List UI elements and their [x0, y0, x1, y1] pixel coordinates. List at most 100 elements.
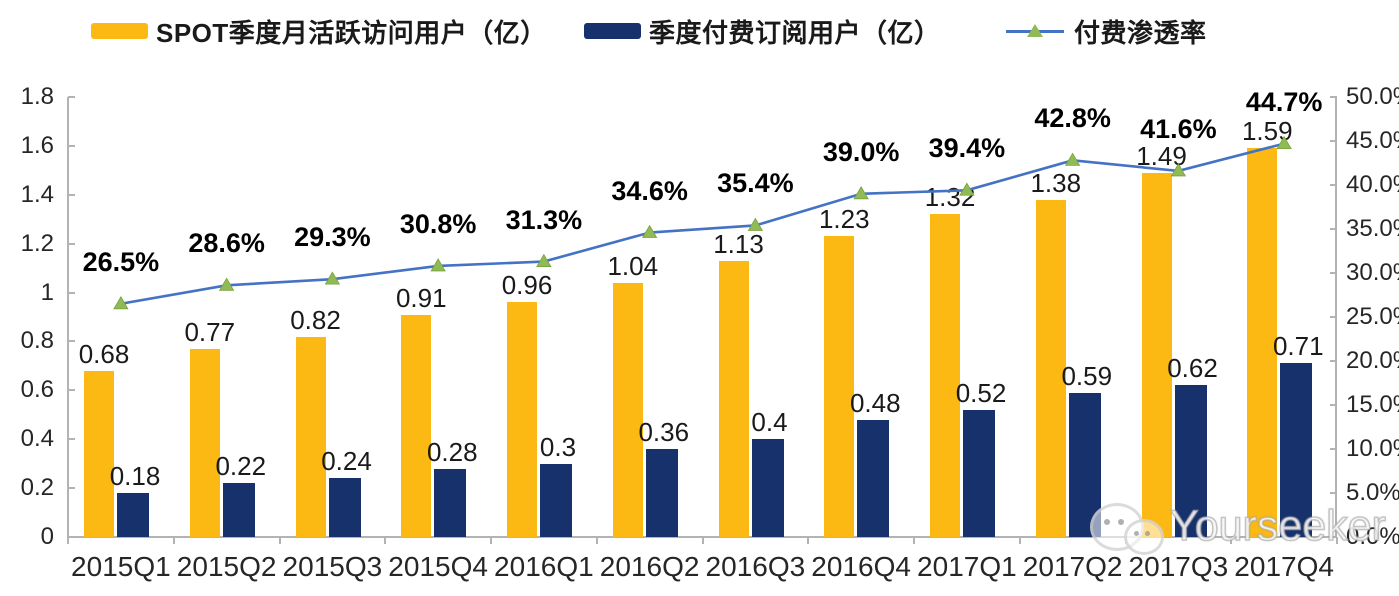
- triangle-marker-icon: [324, 271, 341, 285]
- left-axis-tick-label: 1.4: [20, 180, 54, 208]
- tick-mark: [1330, 448, 1337, 450]
- subscriber-value-label: 0.24: [321, 446, 372, 477]
- penetration-value-label: 35.4%: [717, 168, 794, 199]
- mau-legend-label: SPOT季度月活跃访问用户（亿）: [156, 17, 547, 48]
- tick-mark: [68, 96, 75, 98]
- penetration-value-label: 29.3%: [294, 222, 371, 253]
- subscriber-bar: [857, 419, 890, 537]
- subscriber-bar: [222, 483, 255, 537]
- subscriber-value-label: 0.36: [638, 417, 690, 447]
- right-axis-tick-label: 0.0%: [1346, 523, 1399, 550]
- penetration-value-label: 26.5%: [82, 246, 160, 277]
- mau-bar: [1035, 199, 1066, 537]
- tick-mark: [1124, 537, 1127, 544]
- tick-mark: [384, 537, 387, 544]
- triangle-marker-icon: [747, 217, 764, 231]
- mau-value-label: 0.68: [78, 338, 130, 369]
- mau-value-label: 1.23: [818, 204, 870, 235]
- mau-bar: [718, 260, 749, 537]
- subscriber-value-label: 0.22: [215, 451, 267, 482]
- subscribers-legend-swatch: [584, 23, 641, 39]
- triangle-marker-icon: [113, 296, 129, 310]
- tick-mark: [1230, 537, 1233, 544]
- subscriber-value-label: 0.71: [1272, 331, 1324, 362]
- triangle-marker-icon: [959, 182, 975, 196]
- tick-mark: [807, 537, 810, 544]
- right-axis-tick-label: 15.0%: [1346, 391, 1399, 418]
- x-axis-tick-label: 2015Q1: [71, 551, 171, 582]
- right-axis-tick-label: 45.0%: [1346, 127, 1399, 154]
- left-axis-tick-label: 1: [40, 278, 54, 306]
- triangle-marker-icon: [641, 224, 658, 238]
- mau-value-label: 0.91: [395, 282, 447, 313]
- left-axis-tick-label: 0.8: [20, 327, 54, 355]
- tick-mark: [278, 537, 281, 544]
- x-axis-tick-label: 2016Q2: [599, 551, 700, 582]
- tick-mark: [595, 537, 598, 544]
- triangle-marker-icon: [1064, 152, 1081, 166]
- x-axis-tick-label: 2017Q2: [1022, 551, 1123, 582]
- x-axis-tick-label: 2017Q4: [1234, 551, 1334, 582]
- tick-mark: [68, 144, 75, 147]
- tick-mark: [490, 537, 492, 544]
- right-axis-tick-label: 10.0%: [1346, 435, 1399, 462]
- tick-mark: [1330, 272, 1337, 274]
- subscriber-value-label: 0.59: [1061, 360, 1113, 391]
- tick-mark: [913, 537, 915, 544]
- mau-value-label: 1.04: [607, 250, 659, 281]
- penetration-value-label: 39.0%: [822, 136, 900, 167]
- subscriber-value-label: 0.28: [426, 436, 478, 467]
- penetration-value-label: 34.6%: [611, 175, 688, 206]
- tick-mark: [172, 537, 175, 544]
- tick-mark: [68, 291, 75, 294]
- penetration-legend-marker: [1006, 23, 1064, 39]
- penetration-legend-label: 付费渗透率: [1074, 17, 1207, 48]
- x-axis-tick-label: 2017Q1: [917, 551, 1017, 582]
- penetration-value-label: 44.7%: [1245, 86, 1323, 117]
- x-axis-tick-label: 2016Q3: [705, 551, 806, 582]
- penetration-value-label: 28.6%: [188, 228, 265, 259]
- subscriber-value-label: 0.62: [1167, 353, 1218, 384]
- tick-mark: [68, 487, 75, 490]
- tick-mark: [68, 340, 75, 343]
- x-axis-tick-label: 2016Q4: [811, 551, 911, 582]
- subscriber-bar: [117, 493, 149, 537]
- plot-area: 0.68 0.77 0.82 0.91 0.96 1.04 1.13 1.23 1.32 1.38…: [68, 87, 1337, 537]
- mau-value-label: 1.38: [1030, 167, 1082, 198]
- subscriber-value-label: 0.4: [751, 407, 788, 438]
- left-axis-tick-label: 1.6: [20, 131, 54, 159]
- left-axis-tick-label: 0.6: [20, 376, 54, 404]
- triangle-marker-icon: [1170, 163, 1187, 177]
- right-axis-tick-label: 30.0%: [1346, 259, 1399, 286]
- penetration-line: [113, 135, 1292, 310]
- right-axis-tick-label: 5.0%: [1346, 479, 1399, 506]
- tick-mark: [1330, 492, 1337, 494]
- subscriber-value-label: 0.48: [849, 387, 901, 418]
- mau-value-label: 0.77: [184, 316, 236, 347]
- left-axis-tick-label: 1.8: [20, 83, 54, 110]
- tick-mark: [1330, 360, 1337, 362]
- x-axis-tick-label: 2015Q2: [176, 551, 277, 582]
- left-axis-tick-label: 0.2: [20, 474, 54, 502]
- tick-mark: [701, 537, 704, 544]
- x-axis-tick-label: 2017Q3: [1128, 551, 1229, 582]
- tick-mark: [68, 193, 75, 196]
- mau-bar: [1247, 148, 1278, 537]
- triangle-marker-icon: [1027, 24, 1043, 37]
- mau-bar: [84, 370, 114, 537]
- subscriber-bar: [540, 463, 572, 537]
- x-axis-tick-label: 2016Q1: [494, 551, 594, 582]
- subscriber-bar: [645, 449, 678, 537]
- mau-bar: [295, 336, 326, 537]
- tick-mark: [1330, 184, 1337, 186]
- subscriber-bar: [1280, 363, 1313, 537]
- tick-mark: [1330, 228, 1337, 230]
- triangle-marker-icon: [430, 258, 446, 272]
- right-axis-tick-label: 20.0%: [1346, 347, 1399, 374]
- tick-mark: [68, 242, 75, 245]
- tick-mark: [67, 537, 69, 544]
- x-axis-tick-label: 2015Q4: [388, 551, 488, 582]
- mau-bar: [1141, 172, 1172, 537]
- subscriber-bar: [328, 478, 361, 537]
- left-axis-tick-label: 0: [40, 523, 54, 550]
